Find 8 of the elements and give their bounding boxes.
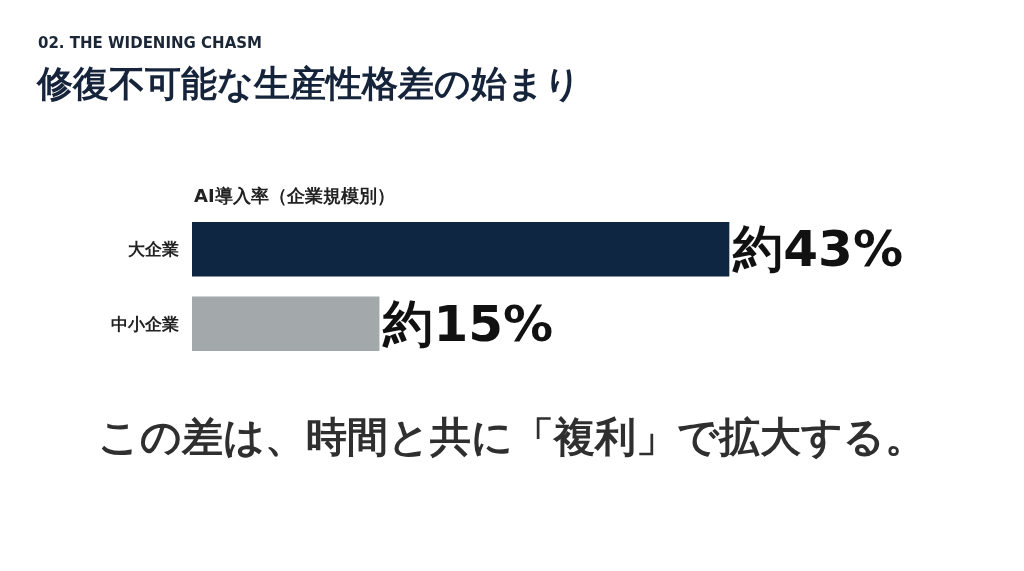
data-label: 約15%: [382, 294, 554, 353]
data-label: 約43%: [732, 220, 904, 279]
y-tick-label: 大企業: [128, 239, 179, 260]
chart-title: 修復不可能な生産性格差の始まり: [37, 62, 581, 106]
chart-subtitle: 02. THE WIDENING CHASM: [38, 34, 262, 52]
text: この差は、時間と共に「複利」で拡大する。: [97, 412, 927, 463]
y-tick-label: 中小企業: [111, 313, 179, 334]
x-axis-title: AI導入率（企業規模別）: [194, 185, 395, 206]
